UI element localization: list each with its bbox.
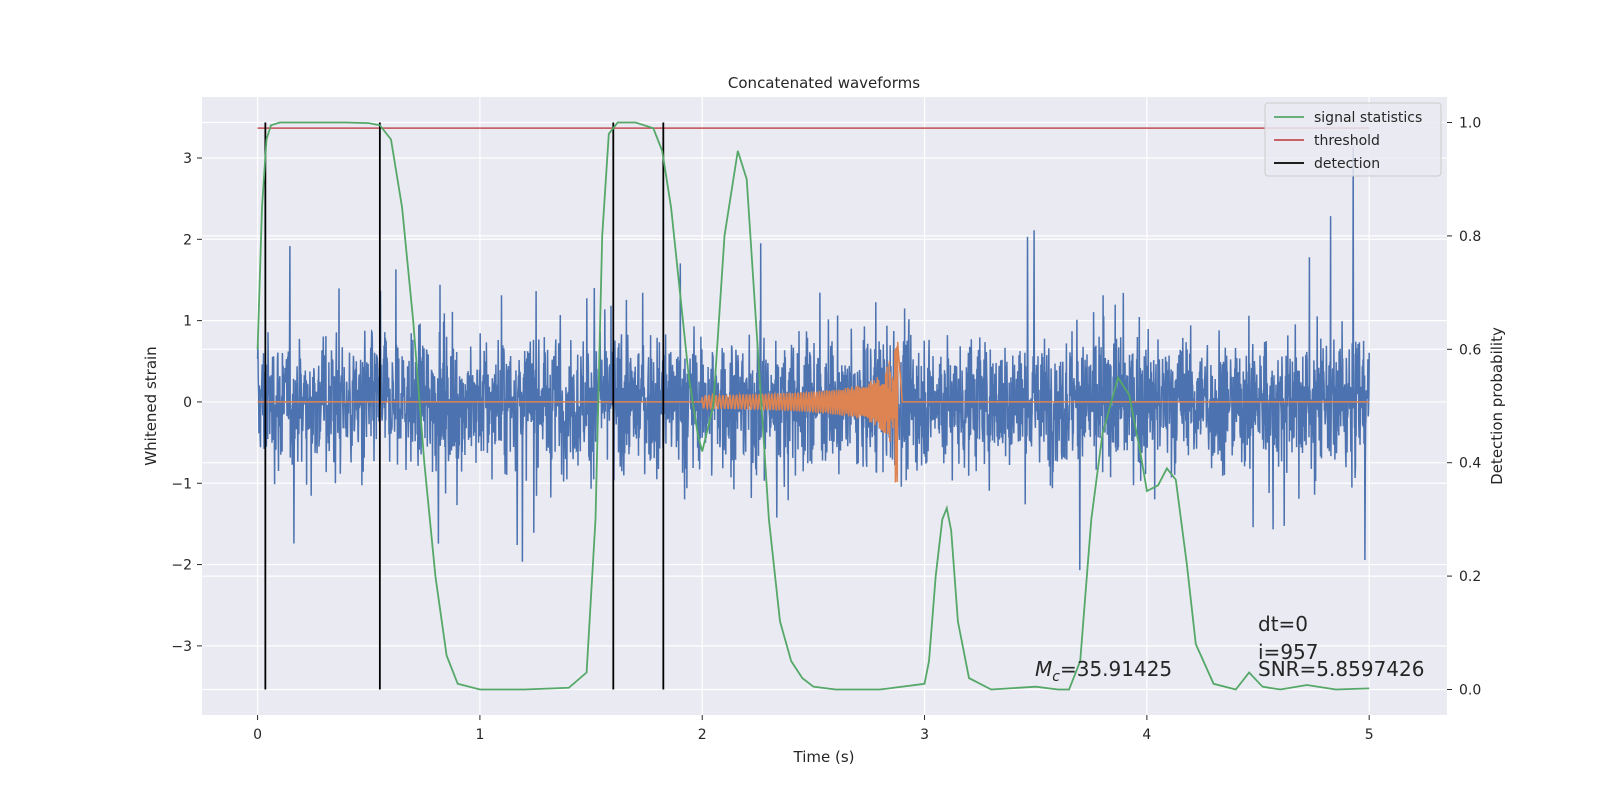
y2-axis-ticks: 0.0 0.2 0.4 0.6 0.8 1.0 [1447, 116, 1481, 698]
mc-symbol: M [1035, 657, 1052, 681]
x-axis-label: Time (s) [793, 748, 855, 766]
y2-axis-label: Detection probability [1488, 327, 1506, 485]
mc-subscript: c [1052, 669, 1060, 685]
legend-box [1264, 102, 1442, 177]
y2-tick-label: 0.4 [1459, 456, 1481, 472]
x-tick-label: 3 [920, 727, 929, 743]
annotation-snr: SNR=5.8597426 [1258, 657, 1424, 681]
legend-items: signal statistics threshold detection [1274, 110, 1422, 172]
y-tick-label: −3 [171, 639, 192, 655]
y-axis-ticks: −3 −2 −1 0 1 2 3 [171, 151, 202, 655]
plot-area [256, 121, 1370, 691]
signal-statistics-line [256, 121, 1370, 691]
y2-tick-label: 0.6 [1459, 342, 1481, 358]
noise-series-line [256, 147, 1370, 571]
y2-tick-label: 0.8 [1459, 229, 1481, 245]
x-axis-ticks: 0 1 2 3 4 5 [253, 715, 1374, 743]
x-tick-label: 1 [475, 727, 484, 743]
y-tick-label: 1 [183, 314, 192, 330]
legend-label: signal statistics [1314, 110, 1422, 126]
x-tick-label: 2 [698, 727, 707, 743]
y-tick-label: 3 [183, 151, 192, 167]
mc-value: =35.91425 [1060, 657, 1172, 681]
chart-title: Concatenated waveforms [728, 74, 920, 92]
y2-tick-label: 1.0 [1459, 116, 1481, 132]
x-tick-label: 5 [1365, 727, 1374, 743]
svg-text:Mc=35.91425: Mc=35.91425 [1035, 657, 1172, 685]
annotation-i: i=957 [1258, 640, 1319, 664]
detection-lines [264, 122, 665, 690]
y-tick-label: 0 [183, 395, 192, 411]
annotation-dt: dt=0 [1258, 612, 1308, 636]
x-tick-label: 0 [253, 727, 262, 743]
y-tick-label: 2 [183, 232, 192, 248]
legend-label: threshold [1314, 133, 1380, 149]
y2-tick-label: 0.0 [1459, 682, 1481, 698]
x-tick-label: 4 [1142, 727, 1151, 743]
y-axis-label: Whitened strain [142, 346, 160, 465]
y-tick-label: −1 [171, 476, 192, 492]
legend: signal statistics threshold detection [1264, 102, 1442, 177]
legend-label: detection [1314, 156, 1380, 172]
y2-tick-label: 0.2 [1459, 569, 1481, 585]
y-tick-label: −2 [171, 558, 192, 574]
waveform-series-line [257, 341, 1370, 483]
annotation-mc: Mc=35.91425 [1035, 657, 1172, 685]
